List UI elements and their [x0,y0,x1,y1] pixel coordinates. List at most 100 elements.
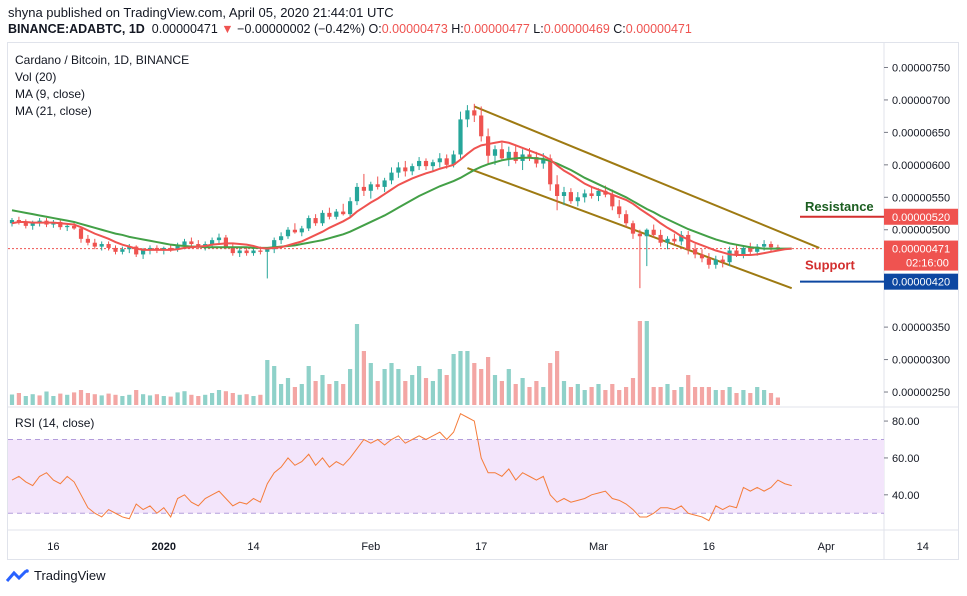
candle-body [320,212,325,224]
candle [334,208,339,220]
candle [437,153,442,168]
price-tick-label: 0.00000250 [892,387,950,399]
candle [479,106,484,142]
candle [582,189,587,203]
candle-body [713,259,718,265]
resistance-label: Resistance [805,199,874,214]
candle-body [762,244,767,247]
volume-bar [423,378,429,405]
candle [306,215,311,232]
candle-body [141,250,146,255]
candle-body [720,259,725,263]
volume-bar [775,397,780,405]
chart-header: shyna published on TradingView.com, Apri… [4,0,964,42]
time-tick-label: 16 [47,541,59,553]
candle-body [113,247,118,252]
legend-rsi: RSI (14, close) [15,416,95,430]
open-label: O: [368,22,382,36]
candle-body [458,119,463,155]
candle [327,207,332,220]
volume-bar [637,321,642,405]
publisher-line: shyna published on TradingView.com, Apri… [8,5,394,20]
candle-body [596,190,601,196]
candle-body [182,241,187,246]
candle [658,229,663,247]
volume-bar [203,394,208,405]
candle [465,105,470,128]
candle-body [534,157,539,164]
candle [610,189,615,211]
candle-body [30,223,35,226]
ohlc-line: BINANCE:ADABTC, 1D 0.00000471 ▼ −0.00000… [8,21,692,38]
candle [196,240,201,250]
volume-bar [665,384,670,405]
volume-bar [134,390,139,405]
volume-bar [113,394,118,405]
price-tick-label: 0.00000650 [892,127,950,139]
candle-body [644,229,649,237]
candle [58,219,63,230]
candle-body [637,233,642,237]
volume-bar [444,375,449,405]
candle [396,162,401,178]
candle-body [58,221,63,228]
volume-bar [154,394,159,405]
candle [313,214,318,226]
candle-body [755,246,760,252]
volume-bar [548,363,553,405]
candle [499,142,504,161]
volume-bar [755,387,760,405]
volume-bar [410,375,415,405]
candle-body [196,244,201,247]
candle-body [106,244,111,248]
high-label: H: [451,22,464,36]
candle-body [624,214,629,224]
candle-body [727,250,732,263]
legend-ma9: MA (9, close) [15,87,86,101]
current-price-tag-box [884,240,958,271]
candle [555,175,560,211]
candle-body [396,167,401,173]
candle-body [348,201,353,215]
candle-body [99,244,104,247]
candle-body [23,221,28,226]
volume-bar [382,369,387,405]
candle-body [548,158,553,185]
price-tick-label: 0.00000600 [892,160,950,172]
volume-bar [734,393,739,405]
candle-body [272,240,277,250]
volume-bar [51,396,56,405]
volume-bar [334,381,339,405]
candle-body [403,167,408,172]
volume-bar [44,391,49,405]
candle [403,160,408,177]
candle-body [78,228,84,239]
candle-body [216,237,222,241]
ma9-line [11,140,792,257]
candle [175,242,180,252]
volume-bar [210,393,215,405]
candle-body [741,247,746,255]
candle [417,157,422,171]
volume-bar [299,384,304,405]
volume-bar [589,387,594,405]
candle-body [306,218,311,229]
candle-body [410,166,415,172]
candle [382,177,387,193]
candle [768,241,774,252]
candle-body [327,212,332,217]
candle-body [665,238,670,243]
volume-bar [313,381,318,405]
candle-body [444,158,449,165]
candle [16,216,21,225]
candle-body [630,223,636,234]
volume-bar [9,394,15,405]
volume-bar [506,369,511,405]
candle-body [279,236,284,241]
support-price-tag: 0.00000420 [892,277,950,289]
footer-brand[interactable]: TradingView [6,568,106,583]
channel-lower-line [467,167,793,290]
volume-bar [99,395,104,405]
candle-body [175,245,180,250]
